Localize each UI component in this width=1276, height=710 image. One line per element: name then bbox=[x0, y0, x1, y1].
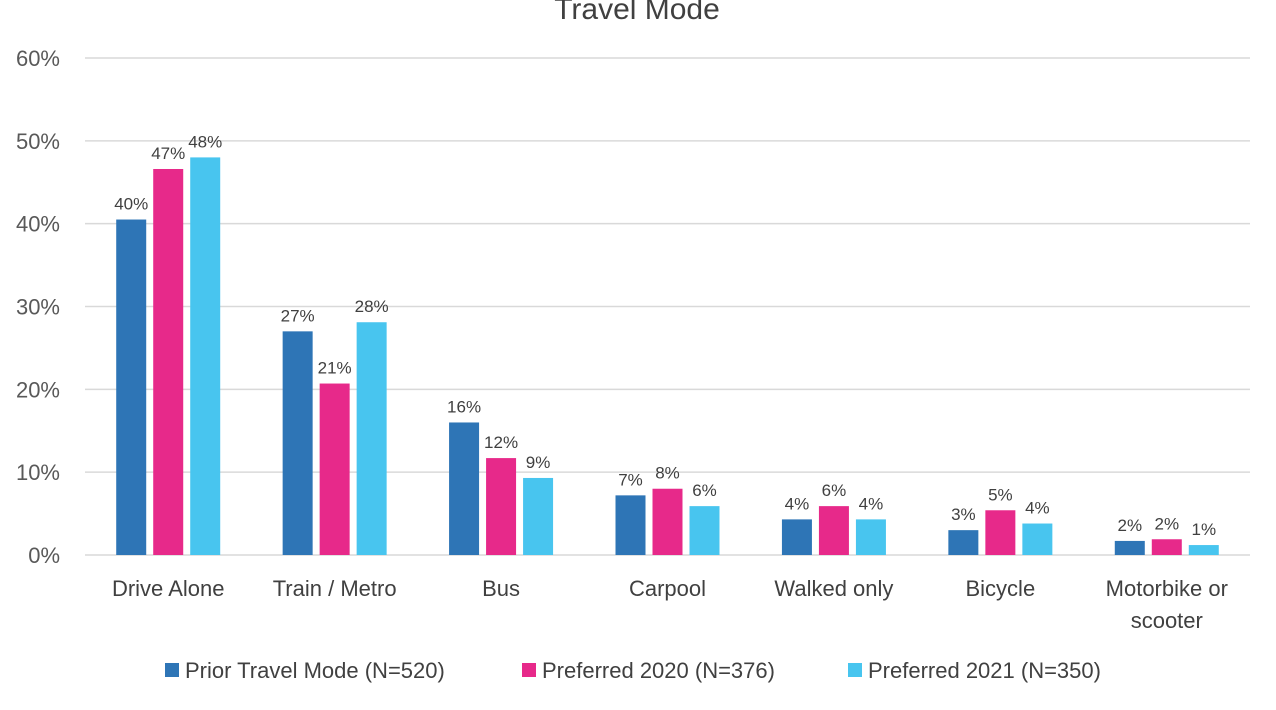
bar bbox=[985, 510, 1016, 555]
y-tick-label: 60% bbox=[16, 46, 60, 71]
bar bbox=[486, 458, 517, 555]
bar bbox=[855, 519, 886, 555]
bar bbox=[689, 506, 720, 555]
data-label: 16% bbox=[447, 397, 481, 416]
data-label: 28% bbox=[355, 297, 389, 316]
legend-entry: Preferred 2021 (N=350) bbox=[868, 658, 1101, 683]
data-label: 27% bbox=[281, 306, 315, 325]
data-label: 48% bbox=[188, 132, 222, 151]
bar bbox=[818, 506, 849, 555]
data-label: 4% bbox=[785, 494, 810, 513]
x-tick-label: Walked only bbox=[774, 576, 893, 601]
x-tick-label: Train / Metro bbox=[273, 576, 397, 601]
bar bbox=[153, 168, 184, 555]
x-tick-label: Bicycle bbox=[966, 576, 1036, 601]
data-label: 1% bbox=[1191, 520, 1216, 539]
bar bbox=[948, 530, 979, 555]
data-label: 4% bbox=[1025, 499, 1050, 518]
data-label: 6% bbox=[822, 481, 847, 500]
bar bbox=[1151, 539, 1182, 555]
legend-swatch bbox=[165, 663, 179, 677]
legend-swatch bbox=[848, 663, 862, 677]
legend-entry: Prior Travel Mode (N=520) bbox=[185, 658, 445, 683]
data-label: 21% bbox=[318, 359, 352, 378]
bar bbox=[615, 495, 646, 555]
data-label: 4% bbox=[859, 494, 884, 513]
y-tick-label: 20% bbox=[16, 377, 60, 402]
data-label: 47% bbox=[151, 144, 185, 163]
y-tick-label: 0% bbox=[28, 543, 60, 568]
bar bbox=[449, 422, 480, 555]
data-label: 8% bbox=[655, 464, 680, 483]
bar bbox=[781, 519, 812, 555]
bar bbox=[116, 219, 147, 555]
bar bbox=[282, 331, 313, 555]
data-label: 2% bbox=[1117, 516, 1142, 535]
data-label: 40% bbox=[114, 195, 148, 214]
chart-title: Travel Mode bbox=[554, 0, 720, 26]
legend-entry: Preferred 2020 (N=376) bbox=[542, 658, 775, 683]
bar bbox=[1114, 540, 1145, 555]
x-tick-label: Motorbike or scooter bbox=[1106, 576, 1228, 633]
x-tick-label: Drive Alone bbox=[112, 576, 225, 601]
y-tick-label: 30% bbox=[16, 295, 60, 320]
bar bbox=[652, 488, 683, 555]
bar bbox=[1188, 545, 1219, 555]
x-tick-label: Carpool bbox=[629, 576, 706, 601]
bar bbox=[523, 477, 554, 555]
data-label: 2% bbox=[1154, 514, 1179, 533]
data-label: 7% bbox=[618, 470, 643, 489]
x-tick-label: Bus bbox=[482, 576, 520, 601]
data-label: 3% bbox=[951, 505, 976, 524]
y-tick-label: 50% bbox=[16, 129, 60, 154]
data-label: 6% bbox=[692, 481, 717, 500]
bar bbox=[319, 383, 350, 555]
data-label: 9% bbox=[526, 453, 551, 472]
bar bbox=[1022, 523, 1053, 555]
data-label: 12% bbox=[484, 433, 518, 452]
y-tick-label: 40% bbox=[16, 212, 60, 237]
bar bbox=[190, 157, 221, 555]
data-label: 5% bbox=[988, 485, 1013, 504]
legend-swatch bbox=[522, 663, 536, 677]
bar bbox=[356, 322, 387, 555]
y-tick-label: 10% bbox=[16, 460, 60, 485]
